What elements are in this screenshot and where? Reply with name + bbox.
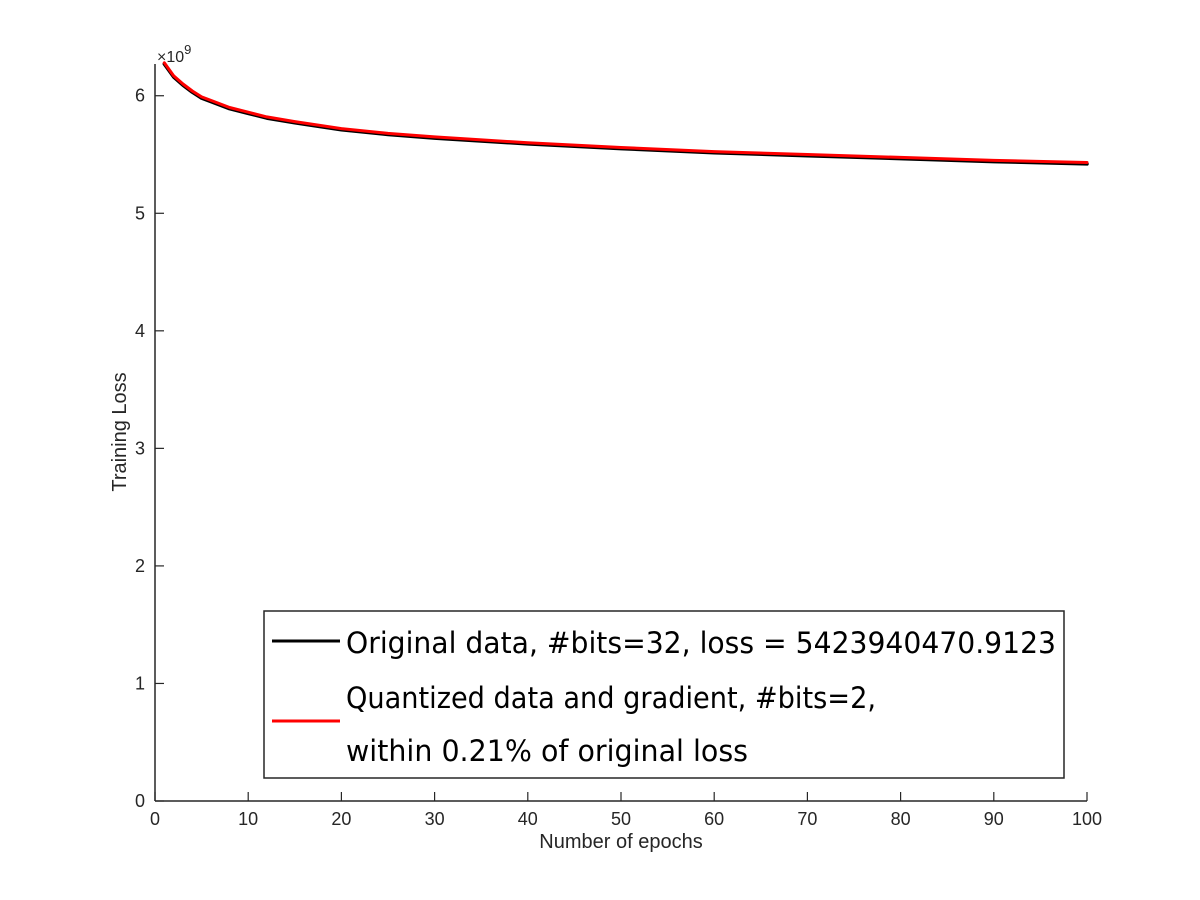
x-tick-label: 70: [797, 809, 817, 829]
y-axis-label: Training Loss: [109, 372, 131, 491]
x-tick-label: 80: [891, 809, 911, 829]
x-tick-label: 20: [331, 809, 351, 829]
x-tick-label: 10: [238, 809, 258, 829]
y-exponent-label: ×109: [157, 42, 191, 66]
y-tick-label: 0: [135, 791, 145, 811]
x-axis-label: Number of epochs: [539, 831, 702, 853]
y-tick-label: 3: [135, 438, 145, 458]
legend-text-quantized-1: Quantized data and gradient, #bits=2,: [346, 681, 876, 715]
x-tick-label: 40: [518, 809, 538, 829]
y-tick-label: 4: [135, 321, 145, 341]
x-tick-label: 100: [1072, 809, 1102, 829]
x-tick-label: 50: [611, 809, 631, 829]
legend-box: [263, 610, 1065, 779]
y-exponent-base: ×10: [157, 49, 184, 66]
x-ticks: 0 10 20 30 40 50 60 70 80 90 100: [150, 792, 1102, 829]
y-exponent-power: 9: [184, 42, 191, 57]
series-line-quantized: [162, 61, 1089, 164]
x-tick-label: 0: [150, 809, 160, 829]
y-tick-label: 2: [135, 556, 145, 576]
series-lines: [162, 61, 1089, 166]
y-ticks: 0 1 2 3 4 5 6: [135, 86, 164, 811]
legend-text-original: Original data, #bits=32, loss = 54239404…: [346, 626, 1056, 660]
x-tick-label: 90: [984, 809, 1004, 829]
y-tick-label: 1: [135, 673, 145, 693]
x-tick-label: 60: [704, 809, 724, 829]
legend: Original data, #bits=32, loss = 54239404…: [263, 610, 1065, 779]
y-tick-label: 6: [135, 86, 145, 106]
x-tick-label: 30: [425, 809, 445, 829]
y-tick-label: 5: [135, 203, 145, 223]
legend-text-quantized-2: within 0.21% of original loss: [346, 734, 748, 768]
